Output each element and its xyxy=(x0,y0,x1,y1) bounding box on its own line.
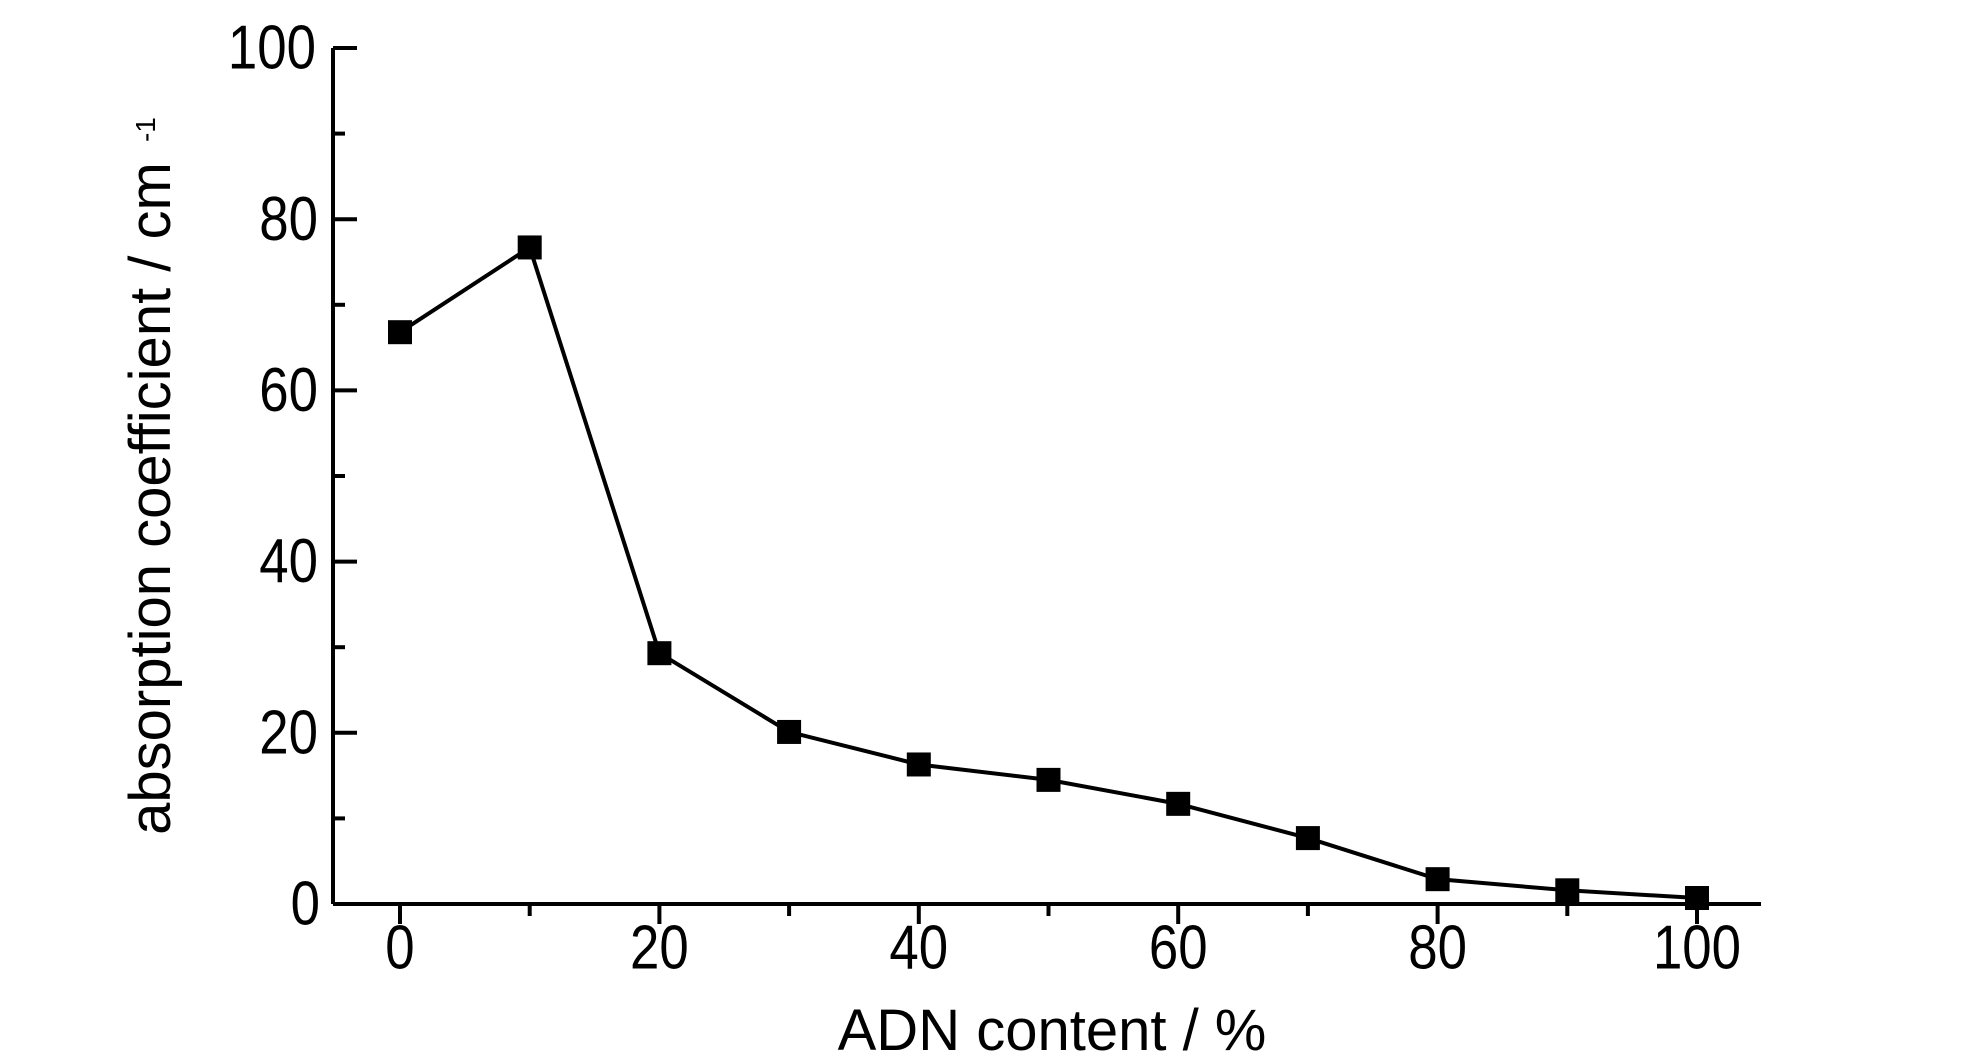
y-tick-label: 100 xyxy=(228,14,316,83)
y-axis-title-superscript: -1 xyxy=(130,117,161,142)
data-point xyxy=(517,235,542,260)
axis-ticks: 0 20 40 60 80 100 0 20 40 60 80 100 xyxy=(228,14,1741,983)
y-tick-label: 80 xyxy=(259,185,318,254)
y-tick-label: 60 xyxy=(259,356,318,425)
x-tick-label: 100 xyxy=(1653,914,1741,983)
data-point xyxy=(1036,767,1061,792)
data-point xyxy=(1425,867,1450,892)
data-point xyxy=(388,320,412,345)
data-point xyxy=(1555,878,1580,903)
y-axis-title-text: absorption coefficient / cm xyxy=(118,162,183,835)
x-tick-label: 60 xyxy=(1149,914,1208,983)
x-tick-label: 40 xyxy=(889,914,948,983)
data-point xyxy=(777,719,802,744)
data-point xyxy=(1685,886,1709,911)
y-tick-label: 20 xyxy=(259,699,318,768)
data-point xyxy=(1166,791,1191,816)
y-tick-label: 40 xyxy=(259,527,318,596)
series-layer xyxy=(388,235,1709,911)
x-axis-title: ADN content / % xyxy=(838,998,1267,1063)
data-point xyxy=(1295,826,1320,851)
axis-labels: ADN content / % absorption coefficient /… xyxy=(118,117,1266,1063)
data-point xyxy=(906,752,931,777)
series-line xyxy=(398,244,1698,901)
y-axis-title: absorption coefficient / cm -1 xyxy=(118,117,183,835)
x-tick-label: 20 xyxy=(630,914,689,983)
x-tick-label: 0 xyxy=(385,914,414,983)
data-point xyxy=(647,641,672,666)
y-tick-label: 0 xyxy=(291,870,320,939)
x-tick-label: 80 xyxy=(1408,914,1467,983)
